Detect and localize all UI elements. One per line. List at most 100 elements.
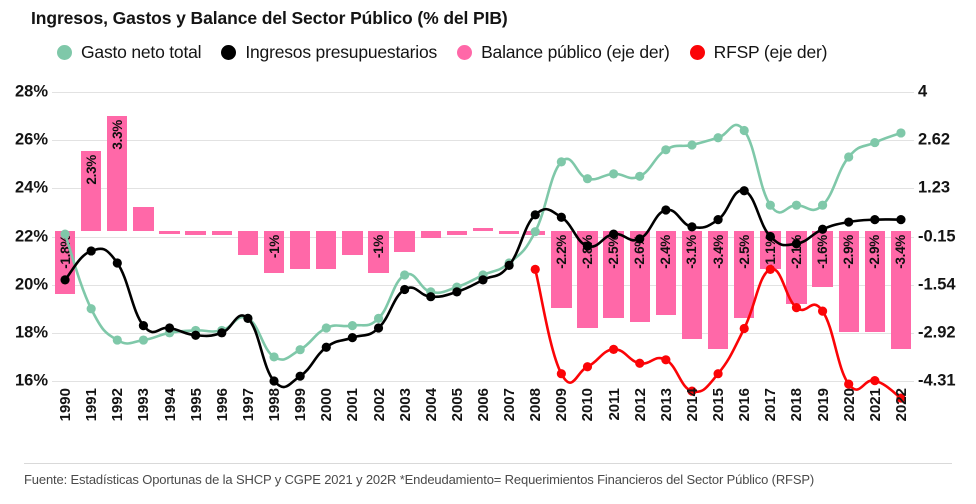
x-axis-tick: 1991: [83, 388, 101, 422]
x-axis-tick: 2022: [892, 388, 910, 422]
bar-balance-publico: [446, 231, 468, 235]
bar-balance-publico: [734, 231, 755, 319]
x-axis-tick: 2009: [553, 388, 571, 422]
x-axis-tick: 2014: [683, 388, 701, 422]
data-point: [765, 264, 775, 274]
x-axis-tick: 1994: [161, 388, 179, 422]
data-point: [791, 303, 802, 313]
x-axis-tick: 1990: [57, 388, 75, 422]
data-point: [844, 217, 854, 227]
y-axis-left-tick: 16%: [14, 371, 48, 390]
bar-balance-publico: [107, 116, 128, 232]
x-axis-tick: 2001: [344, 388, 362, 422]
data-point: [347, 333, 357, 343]
data-point: [164, 323, 175, 333]
bar-balance-publico: [498, 231, 520, 234]
data-point: [269, 352, 279, 362]
legend-item-2[interactable]: Balance público (eje der): [457, 42, 670, 63]
data-point: [530, 210, 540, 220]
data-point: [635, 234, 645, 244]
x-axis-tick: 1996: [213, 388, 231, 422]
y-axis-right-tick: 2.62: [918, 130, 951, 149]
bar-balance-publico: [185, 231, 206, 235]
data-point: [739, 186, 749, 196]
gridline: [52, 92, 914, 93]
bar-balance-publico: [551, 231, 572, 308]
data-point: [138, 321, 149, 331]
y-axis-right-tick: 1.23: [918, 178, 951, 197]
bar-balance-publico: [368, 231, 389, 273]
plot-area: -1.8% 2.3% 3.3% -1% -1% -2.2% -2.8% -2.5% -2.6% -…: [52, 92, 914, 403]
data-point: [530, 264, 540, 274]
bar-balance-publico: [707, 231, 729, 350]
x-axis-tick: 2010: [579, 388, 597, 422]
data-point: [400, 270, 410, 280]
x-axis-tick: 2004: [422, 388, 440, 422]
bar-balance-publico: [80, 151, 102, 232]
bar-balance-publico: [864, 231, 885, 332]
gridline: [52, 188, 914, 190]
data-point: [661, 205, 671, 215]
data-point: [269, 376, 279, 386]
data-point: [295, 345, 305, 355]
gridline: [52, 332, 914, 334]
data-point: [530, 227, 540, 237]
legend-item-3[interactable]: RFSP (eje der): [689, 42, 828, 63]
data-point: [138, 335, 149, 345]
bar-balance-publico: [577, 231, 598, 329]
y-axis-left-tick: 20%: [14, 275, 48, 294]
bar-balance-publico: [890, 231, 912, 350]
y-axis-right-tick: -1.54: [918, 275, 956, 294]
x-axis-tick: 2021: [866, 388, 884, 422]
data-point: [556, 369, 566, 379]
x-axis-tick: 2019: [814, 388, 832, 422]
data-point: [817, 306, 828, 316]
bar-balance-publico: [342, 231, 363, 256]
data-point: [582, 362, 593, 372]
x-axis-tick: 2002: [370, 388, 388, 422]
x-axis-tick: 2007: [501, 388, 519, 422]
y-axis-right-tick: 4: [918, 82, 928, 101]
legend-label: RFSP (eje der): [713, 42, 828, 62]
line-rfsp-eje-der-: [533, 268, 903, 400]
data-point: [478, 275, 488, 285]
y-axis-right-tick: -2.92: [918, 323, 956, 342]
x-axis-tick: 2020: [840, 388, 858, 422]
bar-balance-publico: [263, 231, 285, 273]
legend-label: Ingresos presupuestarios: [245, 42, 438, 62]
y-axis-left-tick: 28%: [14, 82, 48, 101]
gridline: [52, 381, 914, 382]
legend-item-1[interactable]: Ingresos presupuestarios: [221, 42, 437, 63]
x-axis-tick: 2000: [318, 388, 336, 422]
gridline: [52, 236, 914, 238]
x-axis-tick: 2003: [396, 388, 414, 422]
legend-marker-icon: [221, 45, 237, 60]
data-point: [609, 229, 619, 239]
data-point: [870, 215, 880, 225]
data-point: [86, 304, 96, 314]
legend-item-0[interactable]: Gasto neto total: [57, 42, 202, 63]
data-point: [896, 128, 906, 138]
bar-balance-publico: [133, 206, 154, 232]
y-axis-right-tick: -4.31: [918, 371, 956, 390]
bar-balance-publico: [655, 231, 677, 315]
x-axis-tick: 2016: [736, 388, 754, 422]
bar-balance-publico: [681, 231, 703, 339]
data-point: [661, 355, 671, 365]
bar-balance-publico: [472, 227, 494, 232]
x-axis-tick: 1998: [266, 388, 284, 422]
x-axis-tick: 2012: [631, 388, 649, 422]
bar-balance-publico: [211, 231, 232, 235]
y-axis-right: 4 2.62 1.23 -0.15 -1.54 -2.92 -4.31: [918, 83, 976, 390]
data-point: [582, 241, 593, 251]
data-point: [243, 313, 253, 323]
data-point: [373, 313, 384, 323]
footer-divider: [24, 463, 952, 464]
y-axis-left-tick: 24%: [14, 178, 48, 197]
data-point: [556, 212, 566, 222]
data-point: [191, 330, 201, 340]
x-axis-tick: 2006: [475, 388, 492, 422]
data-point: [504, 260, 514, 270]
data-point: [295, 371, 305, 381]
